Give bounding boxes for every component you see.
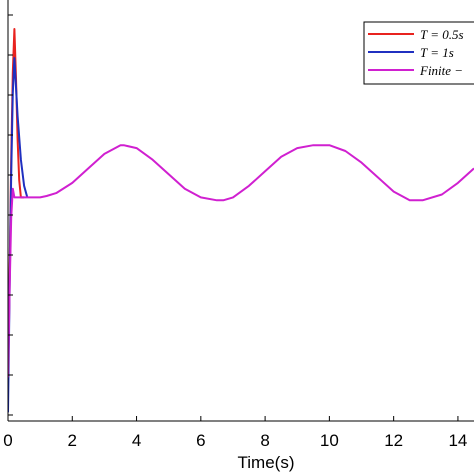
- x-tick-label-5: 10: [320, 431, 339, 450]
- series-layer: [8, 28, 474, 413]
- legend: T = 0.5s T = 1s Finite −: [363, 21, 474, 85]
- x-tick-label-4: 8: [260, 431, 269, 450]
- legend-label-0: T = 0.5s: [420, 27, 464, 42]
- x-tick-label-7: 14: [448, 431, 467, 450]
- x-axis-title: Time(s): [238, 453, 295, 472]
- x-tick-label-3: 6: [196, 431, 205, 450]
- legend-box: [363, 21, 474, 85]
- x-tick-label-1: 2: [68, 431, 77, 450]
- x-tick-label-0: 0: [3, 431, 12, 450]
- x-ticks: 0 2 4 6 8 10 12 14: [3, 416, 467, 450]
- legend-label-1: T = 1s: [420, 45, 454, 60]
- legend-label-2: Finite −: [419, 63, 463, 78]
- series-line-2: [8, 144, 474, 378]
- x-tick-label-6: 12: [384, 431, 403, 450]
- y-ticks: [8, 14, 13, 416]
- x-tick-label-2: 4: [132, 431, 141, 450]
